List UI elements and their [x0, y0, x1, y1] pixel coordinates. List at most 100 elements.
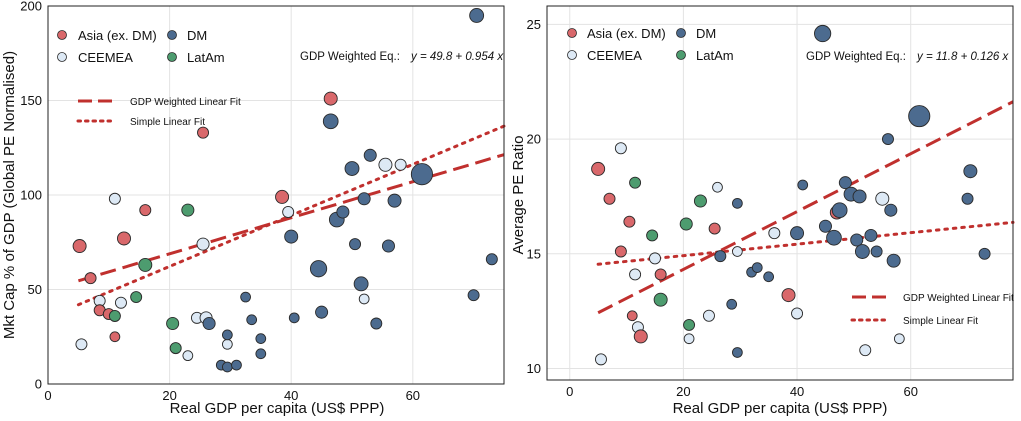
point-dm [831, 202, 848, 219]
point-dm [336, 205, 350, 219]
point-dm [908, 105, 931, 128]
y-tick-label: 50 [28, 282, 42, 297]
point-latam [693, 194, 707, 208]
fit-legend-weighted-label: GDP Weighted Linear Fit [130, 97, 241, 108]
point-dm [315, 305, 329, 319]
point-dm [763, 271, 775, 283]
point-asia [72, 239, 87, 254]
point-dm [714, 250, 727, 263]
point-dm [884, 203, 898, 217]
x-axis-title: Real GDP per capita (US$ PPP) [673, 400, 888, 416]
point-dm [410, 163, 433, 186]
point-dm [349, 238, 362, 251]
data-points [591, 24, 991, 366]
point-latam [138, 257, 153, 272]
y-axis-title: Mkt Cap % of GDP (Global PE Normalised) [1, 51, 18, 339]
point-ceemea [114, 296, 127, 309]
y-tick-label: 150 [20, 93, 42, 108]
point-ceemea [358, 293, 370, 305]
fit-legend-simple-label: Simple Linear Fit [130, 117, 205, 128]
legend: Asia (ex. DM) DM CEEMEA LatAm [57, 28, 225, 65]
legend-label-ceemea: CEEMEA [78, 50, 133, 65]
chart-panel-market-cap: 0 20 40 60 0 50 100 150 200 Asia (ex. DM) DM CEE… [1, 0, 506, 417]
point-asia [654, 268, 667, 281]
point-dm [797, 179, 809, 191]
point-dm [961, 192, 974, 205]
point-dm [732, 197, 743, 209]
point-ceemea [768, 227, 781, 240]
point-dm [814, 24, 832, 43]
point-dm [288, 312, 300, 324]
point-ceemea [629, 268, 642, 281]
equation-formula: y = 49.8 + 0.954 x [410, 51, 504, 63]
point-dm [381, 239, 395, 253]
point-dm [221, 329, 233, 341]
point-dm [826, 229, 842, 246]
point-dm [202, 317, 216, 331]
y-axis-title: Average PE Ratio [510, 136, 527, 255]
x-tick-label: 20 [162, 388, 176, 403]
point-latam [679, 217, 693, 231]
point-latam [646, 229, 659, 242]
point-ceemea [683, 333, 695, 345]
point-latam [169, 342, 182, 355]
point-ceemea [75, 338, 88, 351]
point-latam [653, 292, 668, 307]
point-ceemea [859, 344, 872, 357]
legend-label-ceemea: CEEMEA [587, 48, 642, 63]
x-tick-label: 40 [790, 384, 804, 399]
legend-label-latam: LatAm [187, 50, 225, 65]
equation-annotation: GDP Weighted Eq.: y = 11.8 + 0.126 x [806, 51, 1009, 63]
point-ceemea [221, 338, 233, 350]
point-asia [275, 189, 290, 204]
point-ceemea [196, 237, 210, 251]
point-dm [886, 253, 901, 268]
x-tick-label: 40 [284, 388, 298, 403]
plot-area [547, 6, 1013, 380]
point-ceemea [791, 307, 804, 320]
y-tick-label: 15 [527, 246, 541, 261]
point-dm [284, 229, 299, 244]
point-dm [732, 347, 743, 358]
point-latam [629, 176, 642, 189]
point-asia [139, 204, 152, 217]
point-ceemea [378, 157, 393, 172]
weighted-fit-line [597, 100, 1014, 315]
point-asia [84, 272, 97, 285]
point-dm [751, 262, 763, 273]
plot-frame [546, 5, 1014, 381]
point-dm [240, 291, 251, 303]
point-ceemea [595, 353, 607, 366]
legend-marker-ceemea [57, 52, 67, 62]
point-dm [309, 260, 328, 278]
point-ceemea [394, 158, 407, 171]
point-dm [963, 164, 978, 179]
x-tick-label: 60 [406, 388, 420, 403]
point-dm [221, 361, 233, 373]
y-tick-label: 200 [20, 0, 42, 14]
simple-fit-line [596, 220, 1015, 266]
point-dm [485, 253, 498, 266]
point-dm [864, 228, 878, 242]
point-latam [130, 291, 143, 304]
point-asia [323, 91, 338, 106]
legend-marker-asia [567, 28, 577, 38]
equation-formula: y = 11.8 + 0.126 x [916, 51, 1009, 63]
point-ceemea [732, 246, 743, 257]
y-tick-label: 20 [527, 132, 541, 147]
legend: Asia (ex. DM) DM CEEMEA LatAm [567, 26, 734, 63]
point-latam [166, 317, 180, 331]
legend-marker-dm [167, 30, 177, 40]
legend-label-asia: Asia (ex. DM) [78, 28, 157, 43]
legend-marker-ceemea [567, 50, 577, 60]
point-asia [623, 215, 636, 228]
point-asia [109, 331, 121, 343]
legend-marker-asia [57, 30, 67, 40]
point-dm [387, 193, 402, 208]
point-ceemea [614, 142, 627, 155]
point-dm [322, 113, 339, 130]
plot-frame [47, 5, 505, 385]
y-tick-label: 100 [20, 188, 42, 203]
